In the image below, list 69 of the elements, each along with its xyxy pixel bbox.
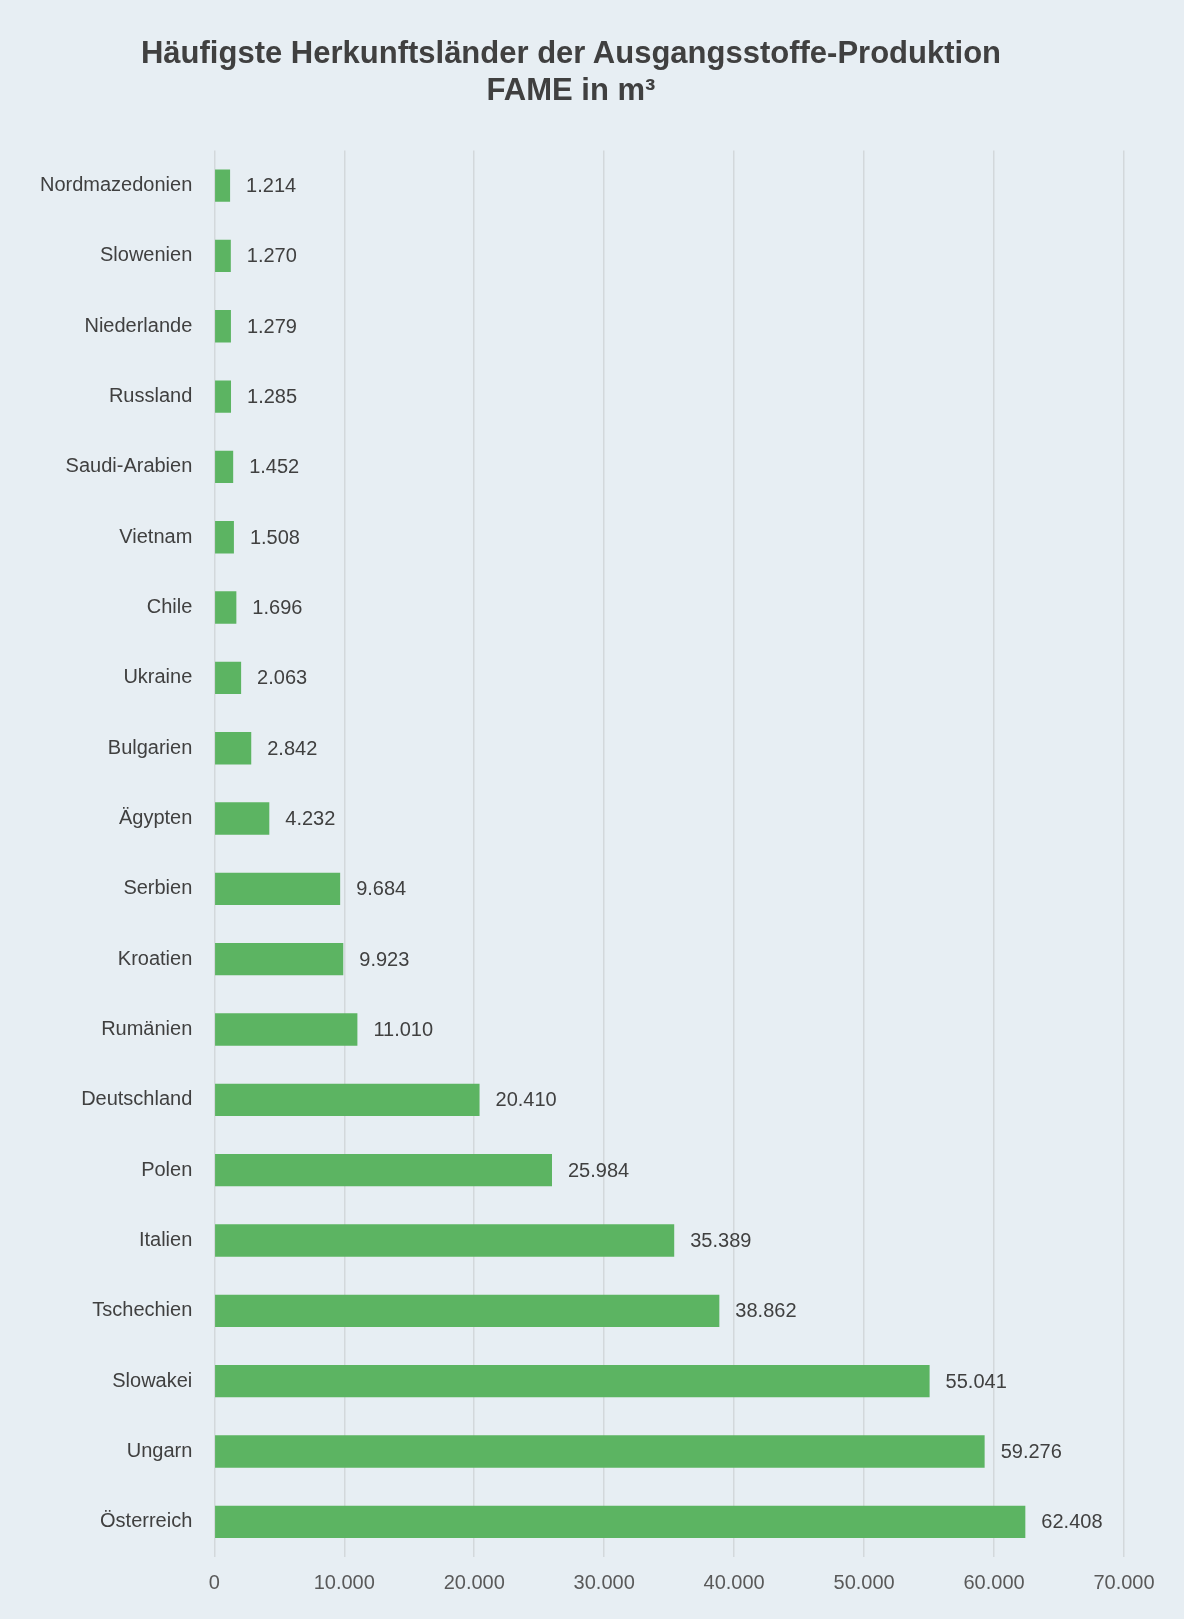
data-label: 1.214 [246, 174, 297, 197]
data-label: 2.842 [267, 736, 318, 759]
y-tick-label: Chile [146, 595, 193, 618]
y-tick-label: Slowakei [112, 1368, 193, 1391]
chart-title: Häufigste Herkunftsländer der Ausgangsstoffe-Produktion FAME in m³ [140, 35, 1002, 108]
data-label: 1.696 [252, 596, 303, 619]
x-tick-label: 20.000 [443, 1570, 505, 1593]
x-tick-label: 70.000 [1093, 1570, 1155, 1593]
data-label: 9.923 [359, 947, 410, 970]
y-tick-label: Italien [138, 1228, 193, 1251]
bar [215, 310, 231, 343]
bar [215, 1083, 480, 1117]
bar [215, 169, 231, 202]
bar [215, 1294, 720, 1328]
y-tick-label: Niederlande [84, 313, 193, 336]
y-tick-label: Kroatien [117, 946, 193, 969]
bar [215, 521, 234, 554]
bar [215, 1365, 930, 1398]
bar [215, 1505, 1026, 1539]
x-tick-label: 50.000 [833, 1570, 895, 1593]
x-tick-label: 40.000 [703, 1570, 765, 1593]
bar [215, 239, 231, 273]
bar [215, 450, 234, 484]
data-label: 62.408 [1041, 1510, 1103, 1533]
data-label: 4.232 [285, 807, 336, 830]
data-label: 2.063 [257, 666, 308, 689]
data-label: 20.410 [495, 1088, 557, 1111]
bar [215, 591, 237, 624]
bar [215, 661, 242, 695]
bar [215, 1013, 358, 1046]
x-tick-label: 60.000 [963, 1570, 1025, 1593]
data-label: 25.984 [567, 1158, 630, 1181]
y-tick-label: Deutschland [81, 1087, 193, 1110]
x-tick-label: 0 [208, 1570, 220, 1593]
y-tick-label: Ägypten [118, 806, 193, 829]
data-label: 1.285 [247, 385, 298, 408]
y-tick-label: Vietnam [119, 524, 193, 547]
bar [215, 732, 252, 765]
y-tick-label: Rumänien [101, 1017, 193, 1040]
data-label: 1.508 [249, 525, 300, 548]
bar [215, 802, 270, 835]
y-tick-label: Serbien [123, 876, 193, 899]
y-tick-label: Tschechien [92, 1298, 193, 1321]
y-tick-label: Österreich [100, 1509, 193, 1532]
data-label: 1.270 [246, 244, 297, 267]
y-tick-label: Russland [108, 384, 193, 407]
data-label: 55.041 [945, 1369, 1007, 1392]
data-label: 1.452 [249, 455, 300, 478]
y-tick-label: Bulgarien [107, 735, 193, 758]
x-tick-label: 10.000 [313, 1570, 375, 1593]
y-tick-label: Ukraine [123, 665, 193, 688]
y-tick-label: Saudi-Arabien [65, 454, 193, 477]
bar [215, 1154, 552, 1187]
data-label: 38.862 [735, 1299, 797, 1322]
bar [215, 1224, 675, 1257]
y-tick-label: Ungarn [126, 1439, 193, 1462]
bar [215, 1435, 985, 1468]
y-tick-label: Nordmazedonien [39, 173, 193, 196]
x-tick-label: 30.000 [573, 1570, 635, 1593]
data-label: 59.276 [1000, 1440, 1062, 1463]
bar [215, 943, 344, 976]
y-tick-label: Polen [141, 1157, 193, 1180]
data-label: 11.010 [373, 1018, 434, 1041]
data-label: 1.279 [246, 314, 297, 337]
bar [215, 872, 341, 906]
bar [215, 380, 232, 413]
y-tick-label: Slowenien [100, 243, 193, 266]
data-label: 9.684 [356, 877, 407, 900]
data-label: 35.389 [690, 1229, 752, 1252]
